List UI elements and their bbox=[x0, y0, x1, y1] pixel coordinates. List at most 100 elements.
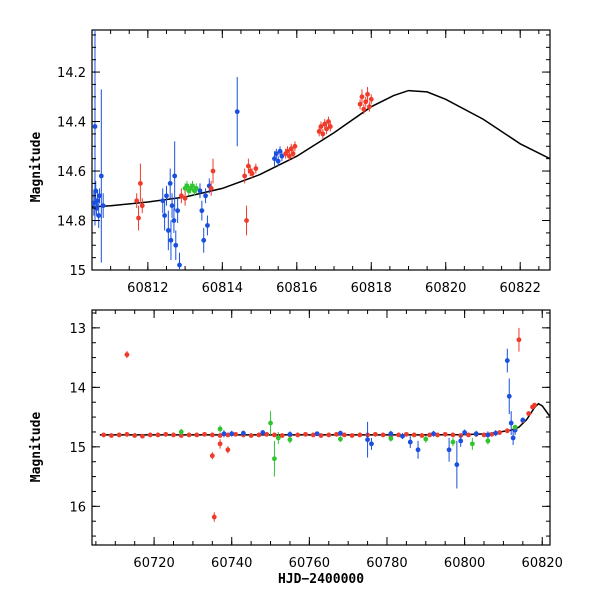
bottom-green-point bbox=[512, 424, 518, 430]
top-blue-point bbox=[275, 158, 281, 164]
bottom-x-tick-label: 60800 bbox=[444, 556, 485, 571]
top-red-point bbox=[359, 94, 365, 100]
top-x-tick-label: 60822 bbox=[500, 281, 541, 296]
bottom-x-tick-label: 60720 bbox=[133, 556, 174, 571]
top-red-point bbox=[290, 151, 296, 157]
bottom-red-point bbox=[101, 432, 107, 438]
bottom-y-tick-label: 15 bbox=[69, 441, 86, 456]
bottom-red-point bbox=[516, 337, 522, 343]
top-red-point bbox=[324, 126, 329, 132]
top-green-point bbox=[184, 183, 190, 189]
bottom-red-point bbox=[403, 431, 409, 437]
top-blue-point bbox=[272, 156, 277, 162]
top-red-point bbox=[139, 203, 145, 209]
top-blue-point bbox=[175, 208, 181, 214]
top-blue-point bbox=[199, 208, 205, 214]
bottom-green-point bbox=[275, 435, 281, 441]
top-blue-point bbox=[92, 124, 98, 129]
bottom-red-point bbox=[380, 432, 386, 438]
bottom-red-point bbox=[124, 431, 130, 437]
bottom-red-point bbox=[310, 432, 316, 438]
bottom-red-point bbox=[504, 428, 510, 434]
bottom-red-point bbox=[202, 431, 207, 437]
top-blue-point bbox=[96, 213, 102, 218]
bottom-green-point bbox=[485, 438, 491, 444]
bottom-blue-point bbox=[415, 447, 421, 453]
top-y-tick-label: 14.6 bbox=[57, 165, 86, 180]
bottom-red-point bbox=[209, 453, 215, 459]
bottom-y-tick-label: 16 bbox=[69, 500, 86, 515]
top-red-point bbox=[249, 171, 255, 176]
top-red-point bbox=[245, 163, 251, 169]
bottom-green-point bbox=[338, 436, 343, 442]
top-red-point bbox=[253, 166, 259, 171]
bottom-red-point bbox=[211, 514, 217, 520]
top-red-point bbox=[285, 148, 290, 154]
bottom-red-point bbox=[155, 432, 161, 438]
top-red-point bbox=[136, 215, 141, 221]
bottom-red-point bbox=[124, 352, 130, 358]
bottom-blue-point bbox=[506, 393, 512, 399]
top-red-point bbox=[368, 96, 374, 102]
top-y-tick-label: 14.8 bbox=[57, 215, 86, 230]
bottom-red-point bbox=[132, 433, 138, 438]
bottom-red-point bbox=[396, 432, 402, 438]
bottom-red-point bbox=[256, 432, 262, 438]
bottom-red-point bbox=[442, 431, 448, 437]
top-red-point bbox=[357, 101, 363, 107]
bottom-x-tick-label: 60780 bbox=[366, 556, 407, 571]
bottom-red-point bbox=[163, 431, 169, 437]
bottom-x-tick-label: 60740 bbox=[211, 556, 252, 571]
top-blue-point bbox=[164, 193, 169, 199]
bottom-blue-point bbox=[369, 441, 374, 447]
top-y-axis-label: Magnitude bbox=[29, 132, 44, 203]
bottom-green-point bbox=[287, 437, 293, 443]
bottom-red-point bbox=[318, 433, 324, 438]
bottom-red-point bbox=[334, 431, 339, 437]
bottom-red-point bbox=[109, 433, 114, 438]
bottom-red-point bbox=[209, 432, 215, 438]
top-x-tick-label: 60816 bbox=[276, 281, 317, 296]
bottom-blue-point bbox=[314, 431, 320, 437]
bottom-red-point bbox=[248, 433, 254, 438]
top-red-point bbox=[367, 104, 372, 110]
top-red-point bbox=[138, 181, 143, 186]
bottom-x-tick-label: 60820 bbox=[522, 556, 563, 571]
bottom-blue-point bbox=[493, 430, 499, 436]
bottom-green-point bbox=[272, 456, 277, 462]
top-plot-area bbox=[92, 30, 550, 270]
bottom-blue-point bbox=[365, 437, 370, 443]
top-red-point bbox=[326, 119, 331, 124]
bottom-red-point bbox=[147, 432, 153, 438]
bottom-red-point bbox=[272, 432, 277, 438]
bottom-green-point bbox=[268, 420, 273, 426]
top-red-point bbox=[327, 124, 333, 129]
top-red-point bbox=[288, 146, 294, 152]
top-blue-point bbox=[95, 198, 100, 204]
bottom-blue-point bbox=[229, 431, 235, 437]
bottom-red-point bbox=[217, 433, 223, 438]
bottom-x-tick-label: 60760 bbox=[289, 556, 330, 571]
top-red-point bbox=[134, 198, 140, 204]
bottom-blue-point bbox=[338, 430, 343, 436]
bottom-model-curve bbox=[99, 402, 550, 436]
bottom-y-tick-label: 13 bbox=[69, 322, 86, 337]
bottom-blue-point bbox=[485, 432, 491, 438]
panel-full-light-curve: Magnitude HJD−2400000 60720 60740 60760 607… bbox=[29, 309, 563, 587]
top-blue-point bbox=[100, 203, 106, 209]
top-red-point bbox=[210, 168, 216, 174]
top-blue-point bbox=[97, 193, 102, 199]
top-blue-point bbox=[273, 151, 279, 157]
bottom-blue-point bbox=[388, 431, 394, 437]
bottom-x-axis-label: HJD−2400000 bbox=[278, 572, 364, 587]
top-blue-point bbox=[167, 181, 173, 186]
top-blue-point bbox=[177, 262, 182, 268]
top-blue-point bbox=[173, 242, 179, 248]
top-blue-point bbox=[234, 109, 240, 115]
bottom-plot-frame bbox=[91, 309, 551, 546]
bottom-red-point bbox=[427, 432, 433, 438]
bottom-blue-point bbox=[260, 430, 266, 435]
top-y-tick-label: 14.2 bbox=[57, 66, 86, 81]
bottom-green-point bbox=[423, 436, 429, 442]
